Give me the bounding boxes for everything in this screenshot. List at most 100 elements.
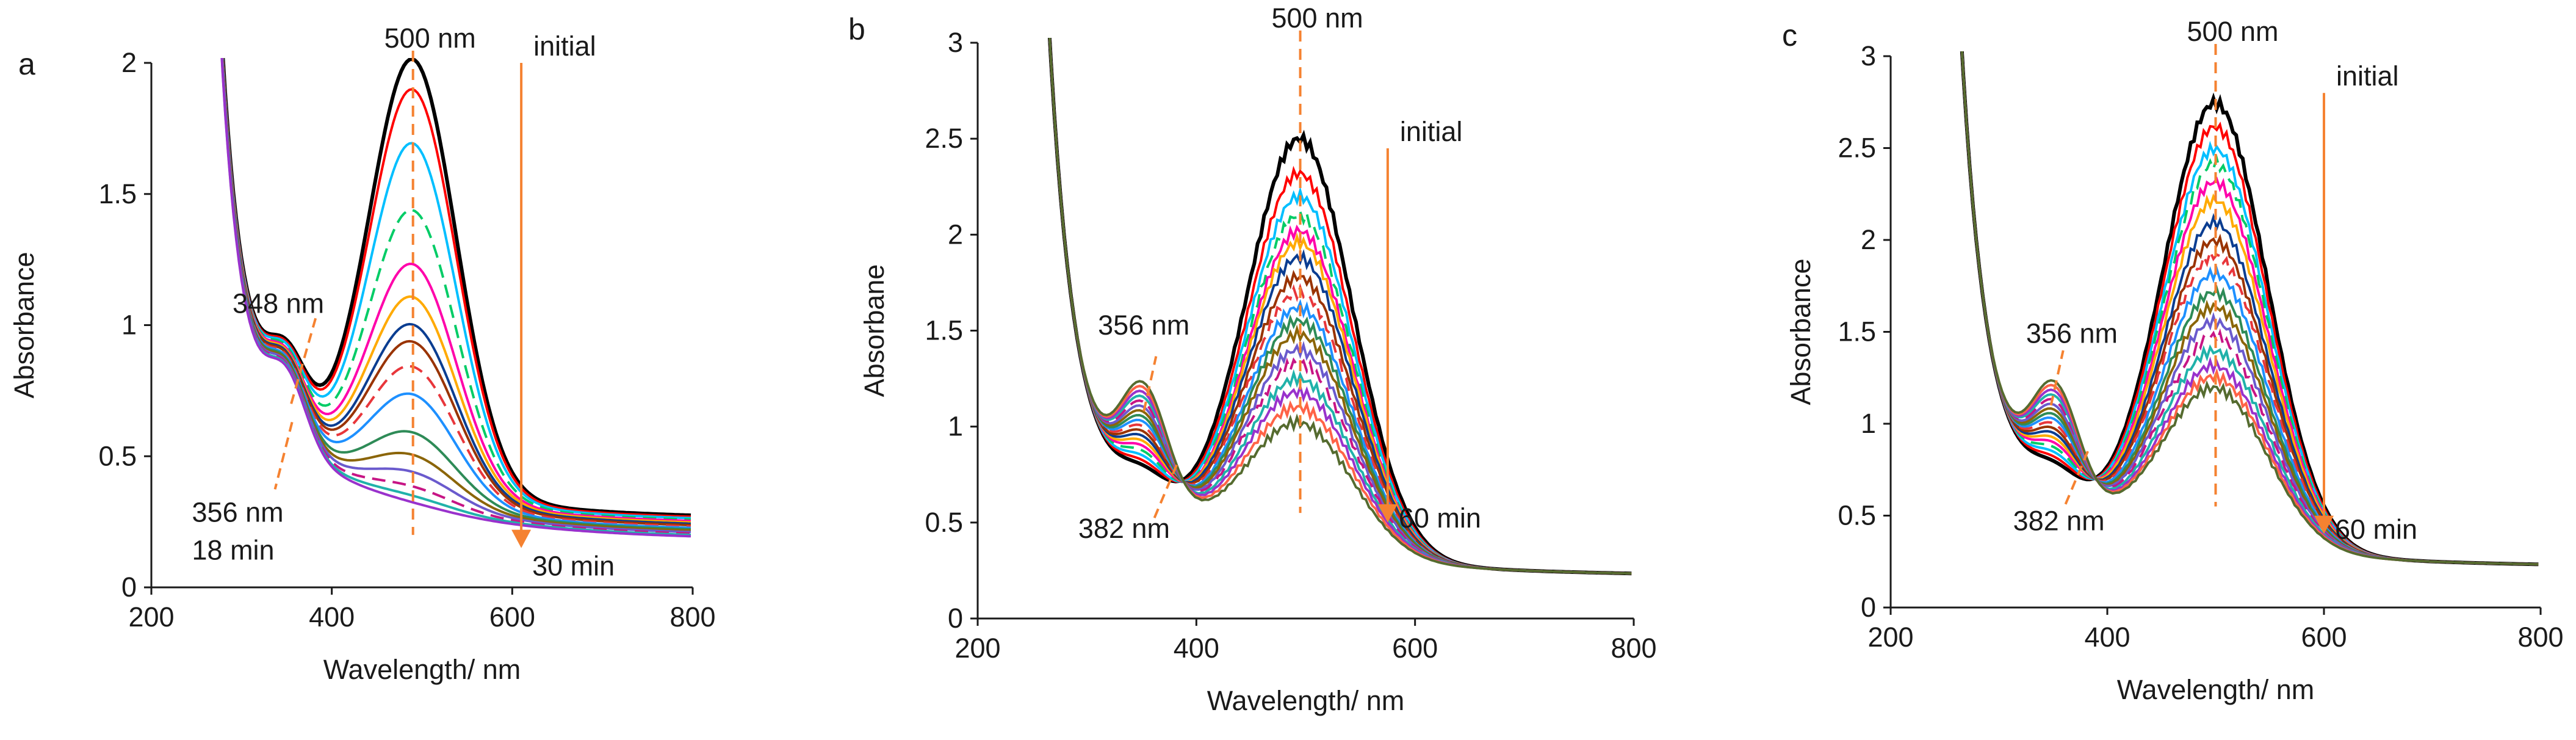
isosbestic-label: 382 nm (1078, 513, 1170, 544)
peak-label: 500 nm (2187, 16, 2278, 47)
x-tick-label: 400 (2084, 622, 2130, 653)
spectrum-line (1048, 38, 1632, 575)
x-tick-label: 400 (309, 601, 355, 633)
spectrum-line (220, 58, 691, 532)
x-axis-title: Wavelength/ nm (323, 654, 521, 685)
spectrum-line (1960, 51, 2539, 566)
spectrum-line (1960, 51, 2539, 566)
spectrum-line (1048, 38, 1632, 575)
spectrum-line (1960, 51, 2539, 566)
isosbestic-label: 356 nm (1098, 310, 1189, 341)
spectrum-line (1960, 51, 2539, 566)
isosbestic-leader (2062, 451, 2089, 510)
spectrum-line (222, 58, 691, 520)
y-tick-label: 0.5 (1838, 500, 1876, 531)
spectra-group (1047, 38, 1632, 576)
spectrum-line (221, 58, 691, 531)
y-axis-title: Absorbane (859, 264, 890, 397)
spectrum-line (1960, 51, 2539, 566)
spectrum-line (221, 58, 691, 528)
spectrum-line (221, 58, 691, 521)
x-tick-label: 200 (1867, 622, 1913, 653)
y-axis-title: Absorbance (1785, 258, 1816, 405)
spectrum-line (1960, 51, 2539, 566)
spectrum-line (220, 58, 691, 535)
y-tick-label: 2 (948, 219, 963, 250)
spectrum-line (221, 58, 691, 529)
arrow-end-label: 60 min (1399, 502, 1481, 534)
time-label: 18 min (192, 535, 275, 566)
spectrum-line (1048, 38, 1632, 575)
isosbestic-leader (1142, 356, 1158, 412)
y-tick-label: 3 (1861, 40, 1876, 71)
y-tick-label: 0 (1861, 592, 1876, 623)
y-tick-label: 1 (948, 411, 963, 442)
spectrum-line (222, 58, 691, 518)
spectrum-line (221, 58, 691, 523)
isosbestic-leader (273, 421, 294, 490)
y-tick-label: 1.5 (98, 178, 137, 209)
y-tick-label: 2.5 (1838, 132, 1876, 164)
spectrum-line (1960, 51, 2539, 566)
isosbestic-label: 356 nm (192, 497, 284, 528)
spectrum-line (1048, 38, 1632, 575)
peak-label: 500 nm (384, 23, 476, 54)
spectrum-line (1048, 38, 1632, 575)
spectrum-line (221, 58, 691, 526)
spectrum-line (1048, 38, 1632, 575)
y-tick-label: 0.5 (98, 440, 137, 471)
trend-arrow-head (2314, 515, 2334, 534)
x-tick-label: 800 (2517, 622, 2563, 653)
spectrum-line (1960, 51, 2539, 566)
panel-letter: b (848, 12, 865, 46)
isosbestic-label: 348 nm (233, 288, 324, 319)
spectrum-line (1960, 51, 2539, 567)
spectrum-line (1960, 51, 2539, 566)
panel-c: 200 400 600 800 0 0.5 1 1.5 2 2.5 3 Wavelength/ nm A… (1782, 16, 2564, 705)
peak-label: 500 nm (1271, 2, 1363, 34)
x-tick-label: 800 (669, 601, 715, 633)
spectrum-line (220, 58, 691, 536)
spectrum-line (1960, 51, 2539, 566)
spectrum-line (1960, 51, 2539, 566)
y-tick-label: 0.5 (925, 507, 963, 538)
spectrum-line (1048, 38, 1632, 575)
spectrum-line (1048, 38, 1632, 575)
panel-b: 200 400 600 800 0 0.5 1 1.5 2 2.5 3 Wavelength/ nm A… (848, 2, 1657, 716)
y-tick-label: 1.5 (925, 315, 963, 346)
spectrum-line (221, 58, 691, 525)
x-tick-label: 400 (1174, 633, 1219, 664)
spectrum-line (221, 58, 691, 517)
arrow-end-label: 30 min (532, 551, 615, 582)
spectrum-line (1047, 38, 1632, 576)
x-tick-label: 800 (1611, 633, 1656, 664)
y-tick-label: 1 (1861, 408, 1876, 439)
x-tick-label: 600 (489, 601, 535, 633)
spectrum-line (1960, 51, 2539, 566)
y-tick-label: 1.5 (1838, 316, 1876, 347)
spectrum-line (220, 58, 691, 538)
y-tick-label: 0 (948, 603, 963, 634)
x-tick-label: 600 (1392, 633, 1438, 664)
arrow-start-label: initial (1400, 116, 1463, 147)
spectra-group (1960, 51, 2539, 567)
y-tick-label: 1 (121, 310, 137, 341)
spectrum-line (1960, 51, 2539, 566)
y-tick-label: 2 (121, 47, 137, 78)
x-axis-title: Wavelength/ nm (2117, 674, 2314, 705)
spectrum-line (1048, 38, 1632, 575)
spectrum-line (1048, 38, 1632, 575)
y-tick-label: 0 (121, 571, 137, 603)
spectrum-line (1048, 38, 1632, 575)
spectrum-line (1048, 38, 1632, 575)
y-tick-label: 2.5 (925, 123, 963, 154)
y-tick-label: 3 (948, 27, 963, 58)
spectrum-line (1048, 38, 1632, 575)
spectrum-line (1048, 38, 1632, 575)
panel-letter: a (18, 47, 35, 81)
spectrum-line (1048, 38, 1632, 575)
isosbestic-leader (2049, 350, 2065, 406)
spectra-group (220, 58, 691, 538)
spectrum-line (221, 58, 691, 524)
